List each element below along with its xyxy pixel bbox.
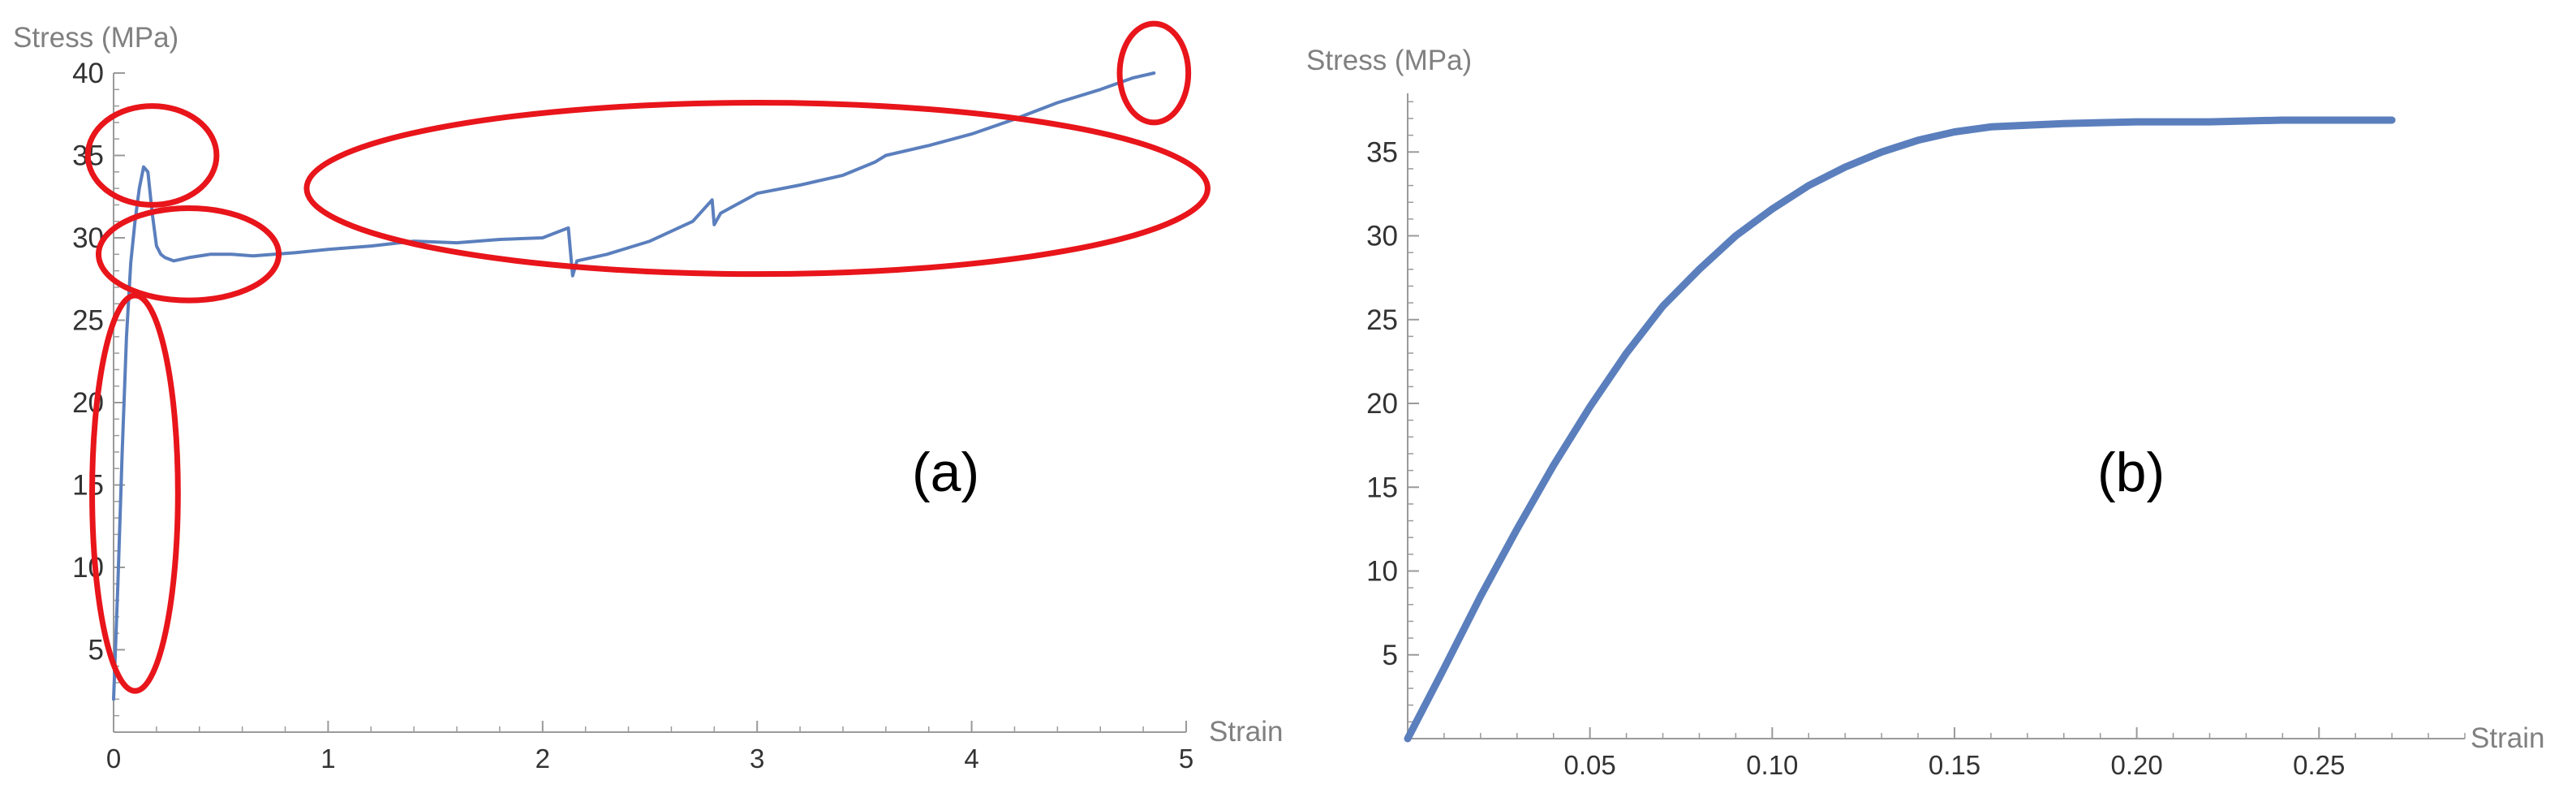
series-line <box>1404 116 2396 743</box>
x-tick-label: 0.20 <box>2111 750 2163 780</box>
chart-a-ylabel: Stress (MPa) <box>13 22 178 54</box>
x-tick-label: 0.15 <box>1929 750 1980 780</box>
x-tick-label: 0.10 <box>1746 750 1798 780</box>
y-tick-label: 35 <box>1366 136 1398 168</box>
chart-b-panel-label: (b) <box>2097 442 2165 503</box>
x-tick-label: 0.25 <box>2293 750 2345 780</box>
chart-b-xlabel: Strain <box>2471 722 2544 754</box>
chart-b-axes: 0.05 0.10 0.15 0.20 0.25 5 10 15 20 25 30 35 <box>1366 93 2466 780</box>
annotation-ellipse <box>89 292 181 694</box>
x-tick-label: 0 <box>106 744 121 774</box>
annotation-ellipse <box>95 205 282 304</box>
y-tick-label: 15 <box>72 470 104 502</box>
x-tick-label: 1 <box>320 744 335 774</box>
y-tick-label: 10 <box>72 552 104 584</box>
y-tick-label: 15 <box>1366 472 1398 503</box>
series-line <box>112 71 1156 701</box>
chart-b-svg: 0.05 0.10 0.15 0.20 0.25 5 10 15 20 25 30 35 Stress… <box>1306 45 2544 780</box>
chart-a: 0 1 2 3 4 5 5 10 15 20 25 30 35 40 Stress (MPa) Strai… <box>13 20 1283 774</box>
chart-a-series <box>112 71 1156 701</box>
x-tick-label: 2 <box>535 744 550 774</box>
chart-a-xlabel: Strain <box>1209 716 1283 748</box>
annotation-ellipse <box>303 100 1211 278</box>
chart-b: 0.05 0.10 0.15 0.20 0.25 5 10 15 20 25 30 35 Stress… <box>1290 0 2576 802</box>
y-tick-label: 40 <box>72 58 104 89</box>
x-tick-label: 0.05 <box>1564 750 1616 780</box>
y-tick-label: 30 <box>1366 221 1398 252</box>
chart-a-annotations <box>84 20 1211 694</box>
chart-a-panel-label: (a) <box>912 442 979 503</box>
y-tick-label: 10 <box>1366 556 1398 588</box>
x-tick-label: 3 <box>750 744 764 774</box>
y-tick-label: 25 <box>1366 304 1398 336</box>
y-tick-label: 20 <box>1366 388 1398 420</box>
annotation-ellipse <box>84 103 220 208</box>
chart-b-ylabel: Stress (MPa) <box>1306 45 1472 76</box>
x-tick-label: 5 <box>1179 744 1193 774</box>
y-tick-label: 25 <box>72 305 104 337</box>
x-tick-label: 4 <box>964 744 978 774</box>
chart-b-series <box>1404 116 2396 743</box>
y-tick-label: 5 <box>88 635 104 666</box>
y-tick-label: 5 <box>1383 640 1398 671</box>
annotation-ellipse <box>1116 20 1192 126</box>
